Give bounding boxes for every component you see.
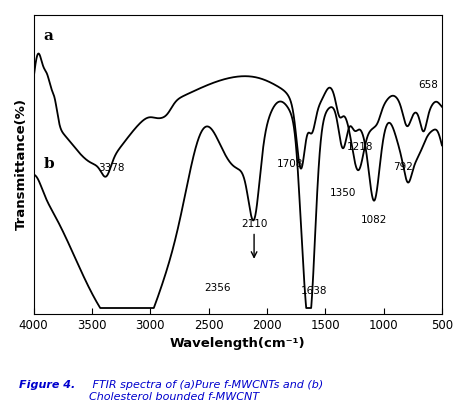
Text: 1708: 1708 bbox=[277, 160, 303, 170]
Text: 2356: 2356 bbox=[205, 283, 231, 293]
Text: 1218: 1218 bbox=[347, 142, 373, 152]
Text: 658: 658 bbox=[418, 80, 439, 90]
Text: 1350: 1350 bbox=[329, 189, 356, 198]
Y-axis label: Transmittance(%): Transmittance(%) bbox=[15, 99, 28, 231]
Text: 1638: 1638 bbox=[300, 286, 327, 296]
Text: 1082: 1082 bbox=[361, 215, 387, 225]
X-axis label: Wavelength(cm⁻¹): Wavelength(cm⁻¹) bbox=[170, 337, 306, 350]
Text: b: b bbox=[44, 158, 54, 171]
Text: Figure 4.: Figure 4. bbox=[19, 380, 75, 390]
Text: 2110: 2110 bbox=[241, 219, 267, 257]
Text: FTIR spectra of (a)Pure f-MWCNTs and (b)
Cholesterol bounded f-MWCNT: FTIR spectra of (a)Pure f-MWCNTs and (b)… bbox=[89, 380, 323, 402]
Text: 792: 792 bbox=[394, 162, 413, 172]
Text: 3378: 3378 bbox=[98, 163, 125, 173]
Text: a: a bbox=[44, 29, 54, 43]
